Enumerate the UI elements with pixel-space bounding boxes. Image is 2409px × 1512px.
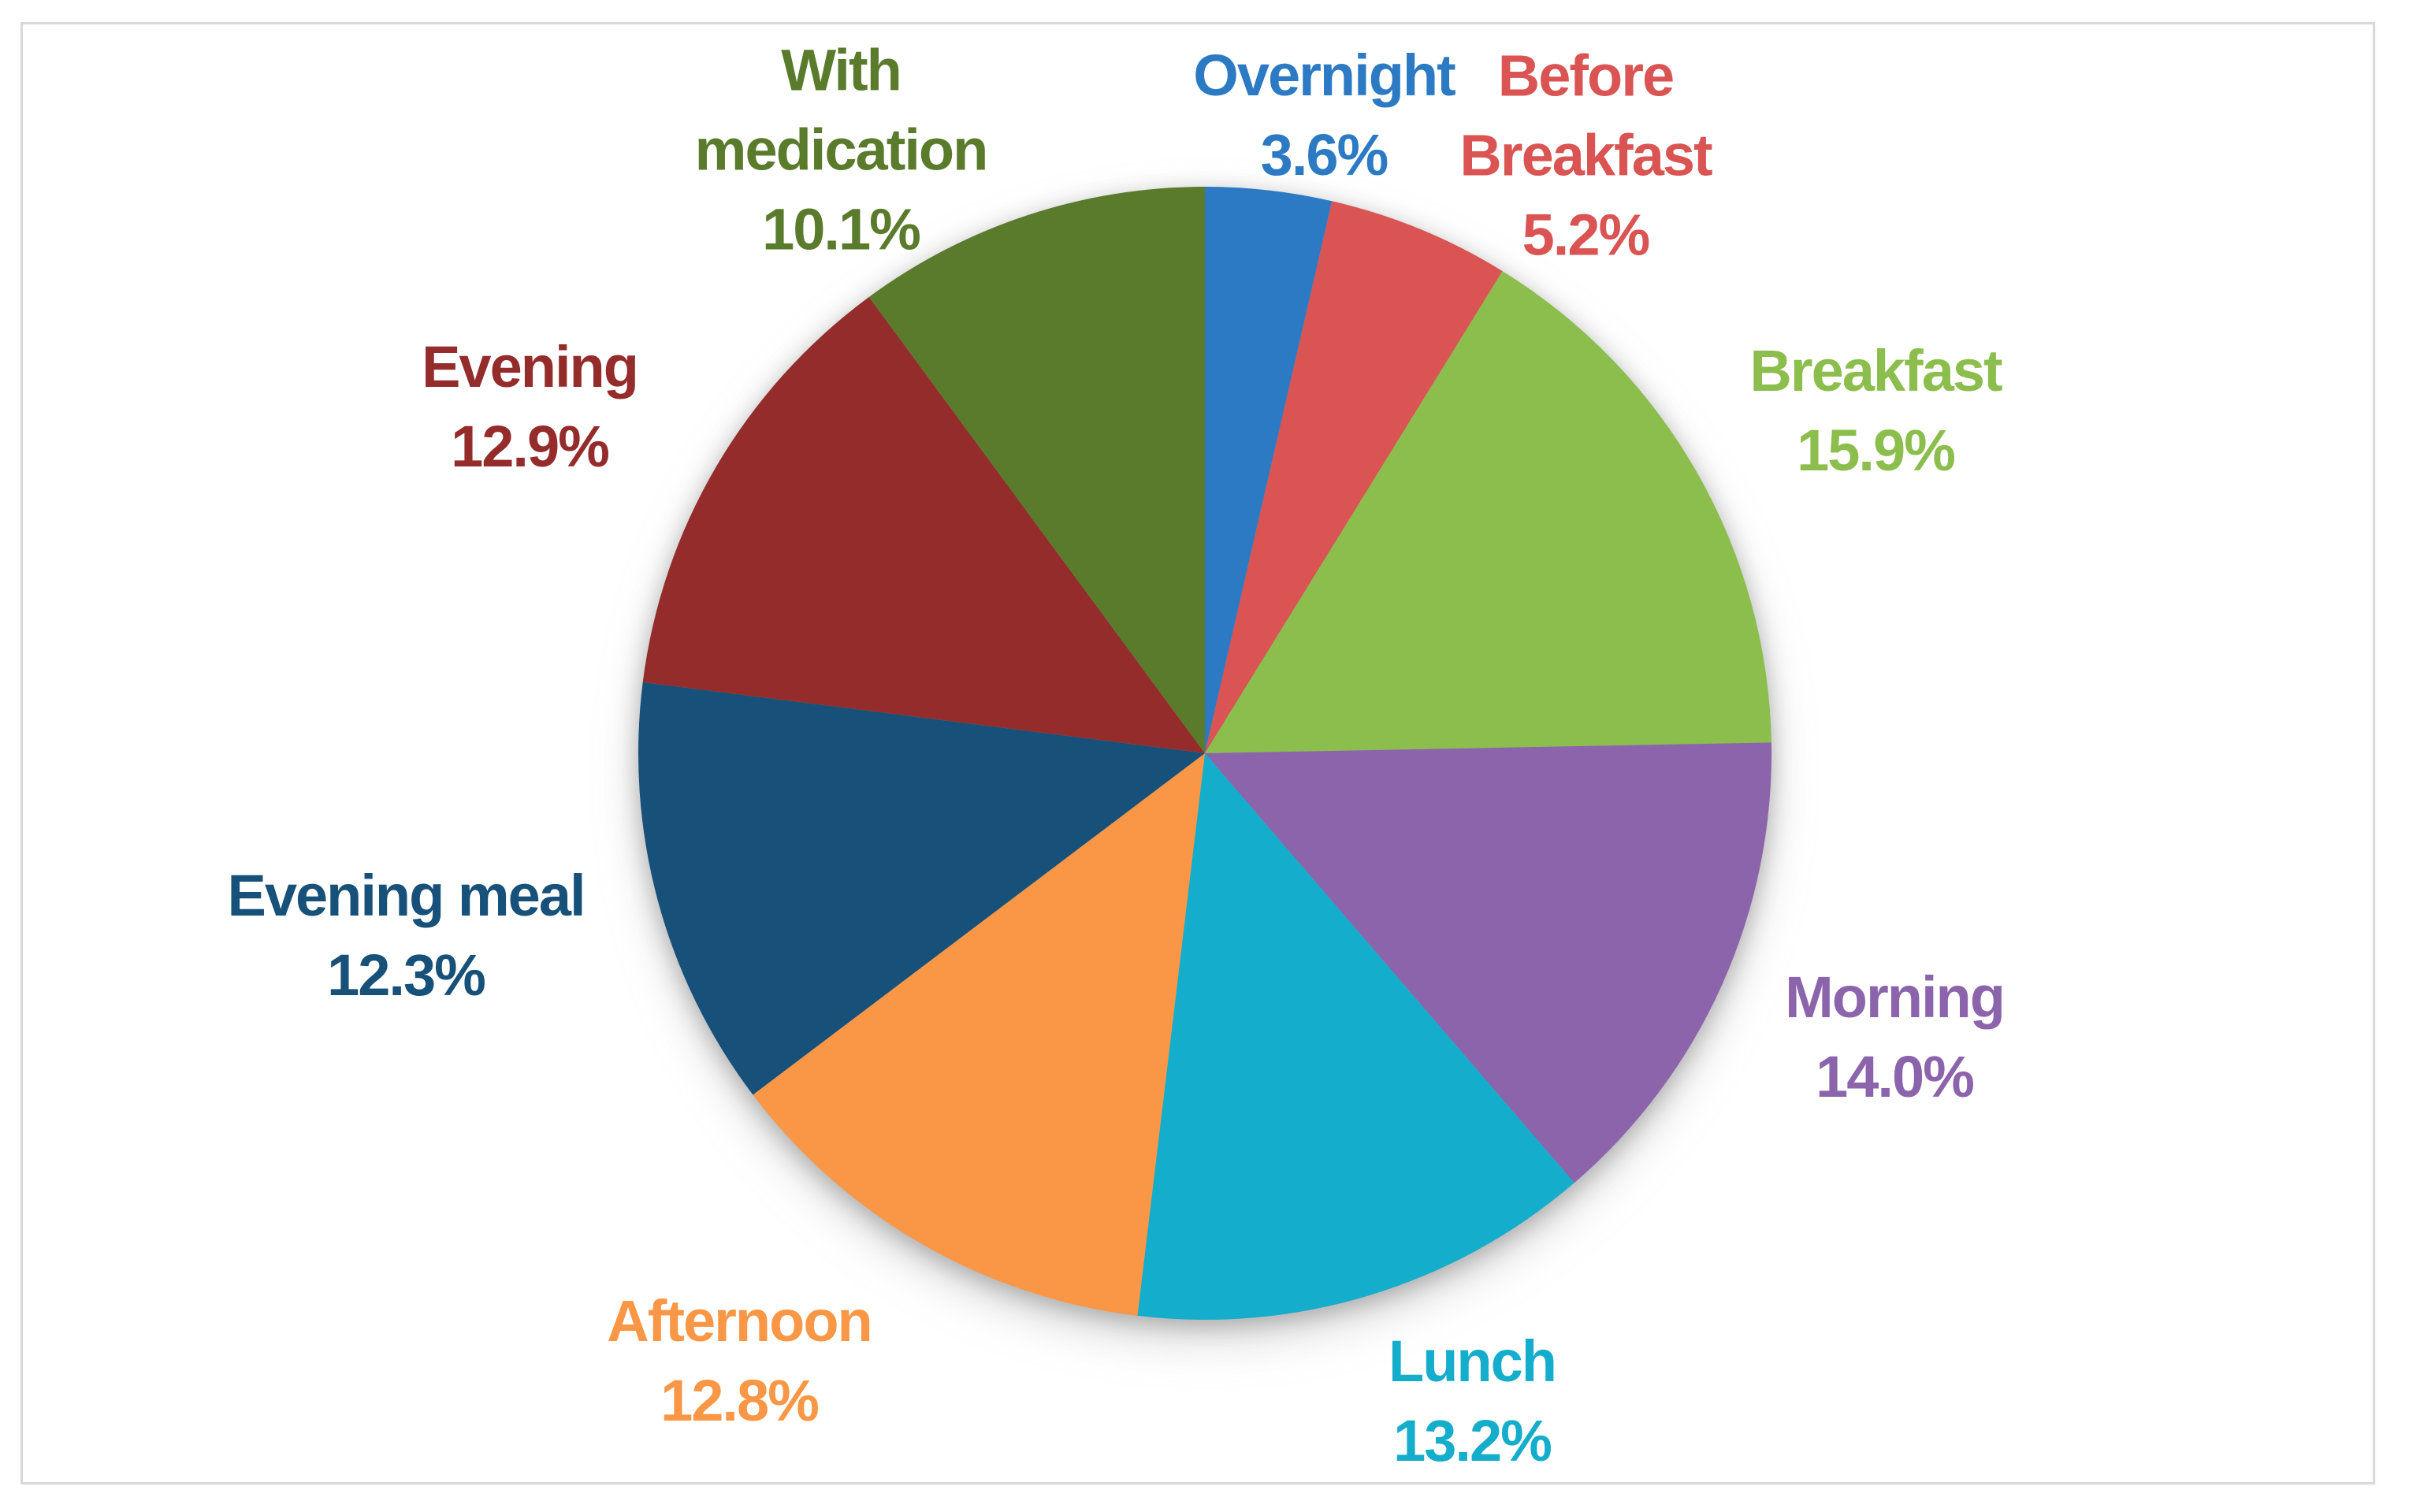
pie-slice-overnight	[1205, 187, 1333, 753]
pie-slice-morning	[1205, 742, 1772, 1183]
pie-slice-evening-meal	[638, 682, 1205, 1095]
pie-slice-with-medication	[868, 187, 1205, 753]
pie-slice-lunch	[1137, 753, 1574, 1321]
pie-slice-afternoon	[753, 753, 1205, 1316]
pie-slice-before-breakfast	[1205, 201, 1503, 754]
pie-slice-evening	[642, 297, 1205, 753]
pie-slice-breakfast	[1205, 271, 1771, 754]
